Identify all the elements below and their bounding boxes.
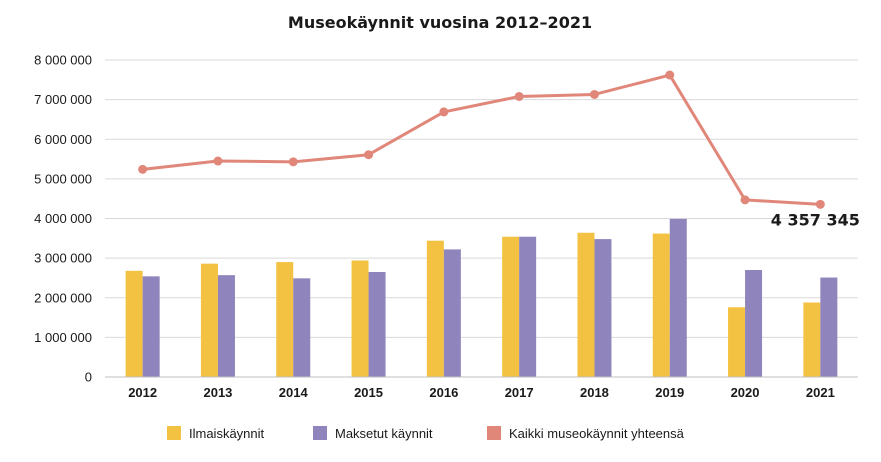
legend-label-ilmaiskaynnit: Ilmaiskäynnit <box>189 426 265 441</box>
bar-maksetut-kaynnit-2017 <box>519 236 537 377</box>
point-kaikki-museokaynnit-yhteensa-2020 <box>740 195 750 205</box>
point-kaikki-museokaynnit-yhteensa-2017 <box>514 91 524 101</box>
bar-maksetut-kaynnit-2020 <box>745 270 763 377</box>
point-kaikki-museokaynnit-yhteensa-2016 <box>439 107 449 117</box>
legend-label-maksetut-kaynnit: Maksetut käynnit <box>335 426 433 441</box>
y-tick-label: 5 000 000 <box>34 171 92 186</box>
y-tick-label: 7 000 000 <box>34 92 92 107</box>
x-tick-label: 2019 <box>655 385 684 400</box>
x-tick-label: 2013 <box>203 385 232 400</box>
x-tick-label: 2021 <box>806 385 835 400</box>
point-kaikki-museokaynnit-yhteensa-2013 <box>213 156 223 166</box>
y-tick-label: 4 000 000 <box>34 211 92 226</box>
bar-maksetut-kaynnit-2016 <box>443 249 461 377</box>
bar-ilmaiskaynnit-2020 <box>728 307 746 377</box>
bar-ilmaiskaynnit-2012 <box>125 270 143 377</box>
bar-ilmaiskaynnit-2016 <box>426 240 444 377</box>
bar-maksetut-kaynnit-2014 <box>293 278 311 377</box>
bars <box>125 218 838 377</box>
y-tick-label: 6 000 000 <box>34 132 92 147</box>
chart-title: Museokäynnit vuosina 2012–2021 <box>288 13 592 32</box>
bar-maksetut-kaynnit-2013 <box>217 275 235 377</box>
point-kaikki-museokaynnit-yhteensa-2019 <box>665 70 675 80</box>
bar-ilmaiskaynnit-2015 <box>351 260 369 377</box>
x-tick-label: 2014 <box>279 385 309 400</box>
point-kaikki-museokaynnit-yhteensa-2012 <box>138 164 148 174</box>
bar-maksetut-kaynnit-2019 <box>669 218 687 377</box>
x-axis: 2012 2013 2014 2015 2016 2017 2018 2019 2020 2021 <box>128 385 835 400</box>
legend-label-kaikki-museokaynnit-yhteensa: Kaikki museokäynnit yhteensä <box>509 426 685 441</box>
y-tick-label: 0 <box>85 370 92 385</box>
x-tick-label: 2017 <box>505 385 534 400</box>
y-tick-label: 1 000 000 <box>34 330 92 345</box>
point-kaikki-museokaynnit-yhteensa-2021 <box>815 199 825 209</box>
bar-maksetut-kaynnit-2015 <box>368 271 386 377</box>
bar-ilmaiskaynnit-2019 <box>652 233 670 377</box>
x-tick-label: 2012 <box>128 385 157 400</box>
point-kaikki-museokaynnit-yhteensa-2015 <box>364 150 374 160</box>
legend: Ilmaiskäynnit Maksetut käynnit Kaikki muse… <box>167 426 685 441</box>
x-tick-label: 2020 <box>731 385 760 400</box>
x-tick-label: 2015 <box>354 385 383 400</box>
x-tick-label: 2016 <box>429 385 458 400</box>
bar-ilmaiskaynnit-2018 <box>577 232 595 377</box>
data-labels: 4 357 345 <box>771 210 860 229</box>
point-kaikki-museokaynnit-yhteensa-2018 <box>589 89 599 99</box>
y-axis: 0 1 000 000 2 000 000 3 000 000 4 000 000 5 0… <box>34 53 92 385</box>
bar-ilmaiskaynnit-2013 <box>200 263 218 377</box>
legend-swatch-kaikki-museokaynnit-yhteensa <box>487 426 501 440</box>
bar-ilmaiskaynnit-2021 <box>803 302 821 377</box>
y-tick-label: 8 000 000 <box>34 53 92 68</box>
point-kaikki-museokaynnit-yhteensa-2014 <box>288 157 298 167</box>
y-tick-label: 3 000 000 <box>34 251 92 266</box>
line-kaikki-museokaynnit-yhteensa <box>142 73 821 206</box>
bar-ilmaiskaynnit-2017 <box>502 236 520 377</box>
bar-maksetut-kaynnit-2018 <box>594 239 612 377</box>
bar-maksetut-kaynnit-2021 <box>820 277 838 377</box>
bar-ilmaiskaynnit-2014 <box>276 262 294 377</box>
x-tick-label: 2018 <box>580 385 609 400</box>
data-label-2021: 4 357 345 <box>771 210 860 229</box>
legend-swatch-ilmaiskaynnit <box>167 426 181 440</box>
bar-maksetut-kaynnit-2012 <box>142 276 160 377</box>
total-line <box>138 70 825 209</box>
legend-swatch-maksetut-kaynnit <box>313 426 327 440</box>
y-tick-label: 2 000 000 <box>34 290 92 305</box>
